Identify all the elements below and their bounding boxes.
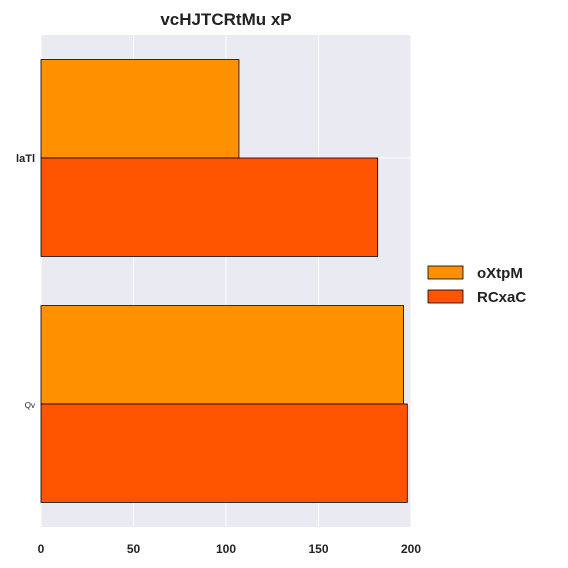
- bar-RCxaC-Qv: [40, 403, 408, 503]
- legend-swatch-oXtpM: [427, 265, 464, 280]
- x-tick-label-2: 100: [216, 542, 236, 556]
- x-tick-label-3: 150: [308, 542, 328, 556]
- y-tick-label-1: Qv: [25, 401, 35, 410]
- y-tick-label-0: laTl: [16, 153, 35, 165]
- x-tick-label-1: 50: [127, 542, 141, 556]
- legend-swatch-RCxaC: [427, 289, 464, 304]
- y-axis-ticks: laTl Qv: [16, 153, 35, 410]
- x-axis-ticks: 0 50 100 150 200: [38, 542, 422, 556]
- chart-title: vcHJTCRtMu xP: [160, 10, 291, 29]
- bar-RCxaC-laTl: [40, 157, 379, 257]
- bar-oXtpM-laTl: [40, 59, 240, 159]
- legend: oXtpM RCxaC: [427, 265, 526, 306]
- x-tick-label-4: 200: [401, 542, 421, 556]
- bar-oXtpM-Qv: [40, 305, 405, 405]
- legend-label-RCxaC: RCxaC: [477, 289, 526, 306]
- legend-label-oXtpM: oXtpM: [477, 265, 523, 282]
- bars: [40, 59, 408, 503]
- x-tick-label-0: 0: [38, 542, 45, 556]
